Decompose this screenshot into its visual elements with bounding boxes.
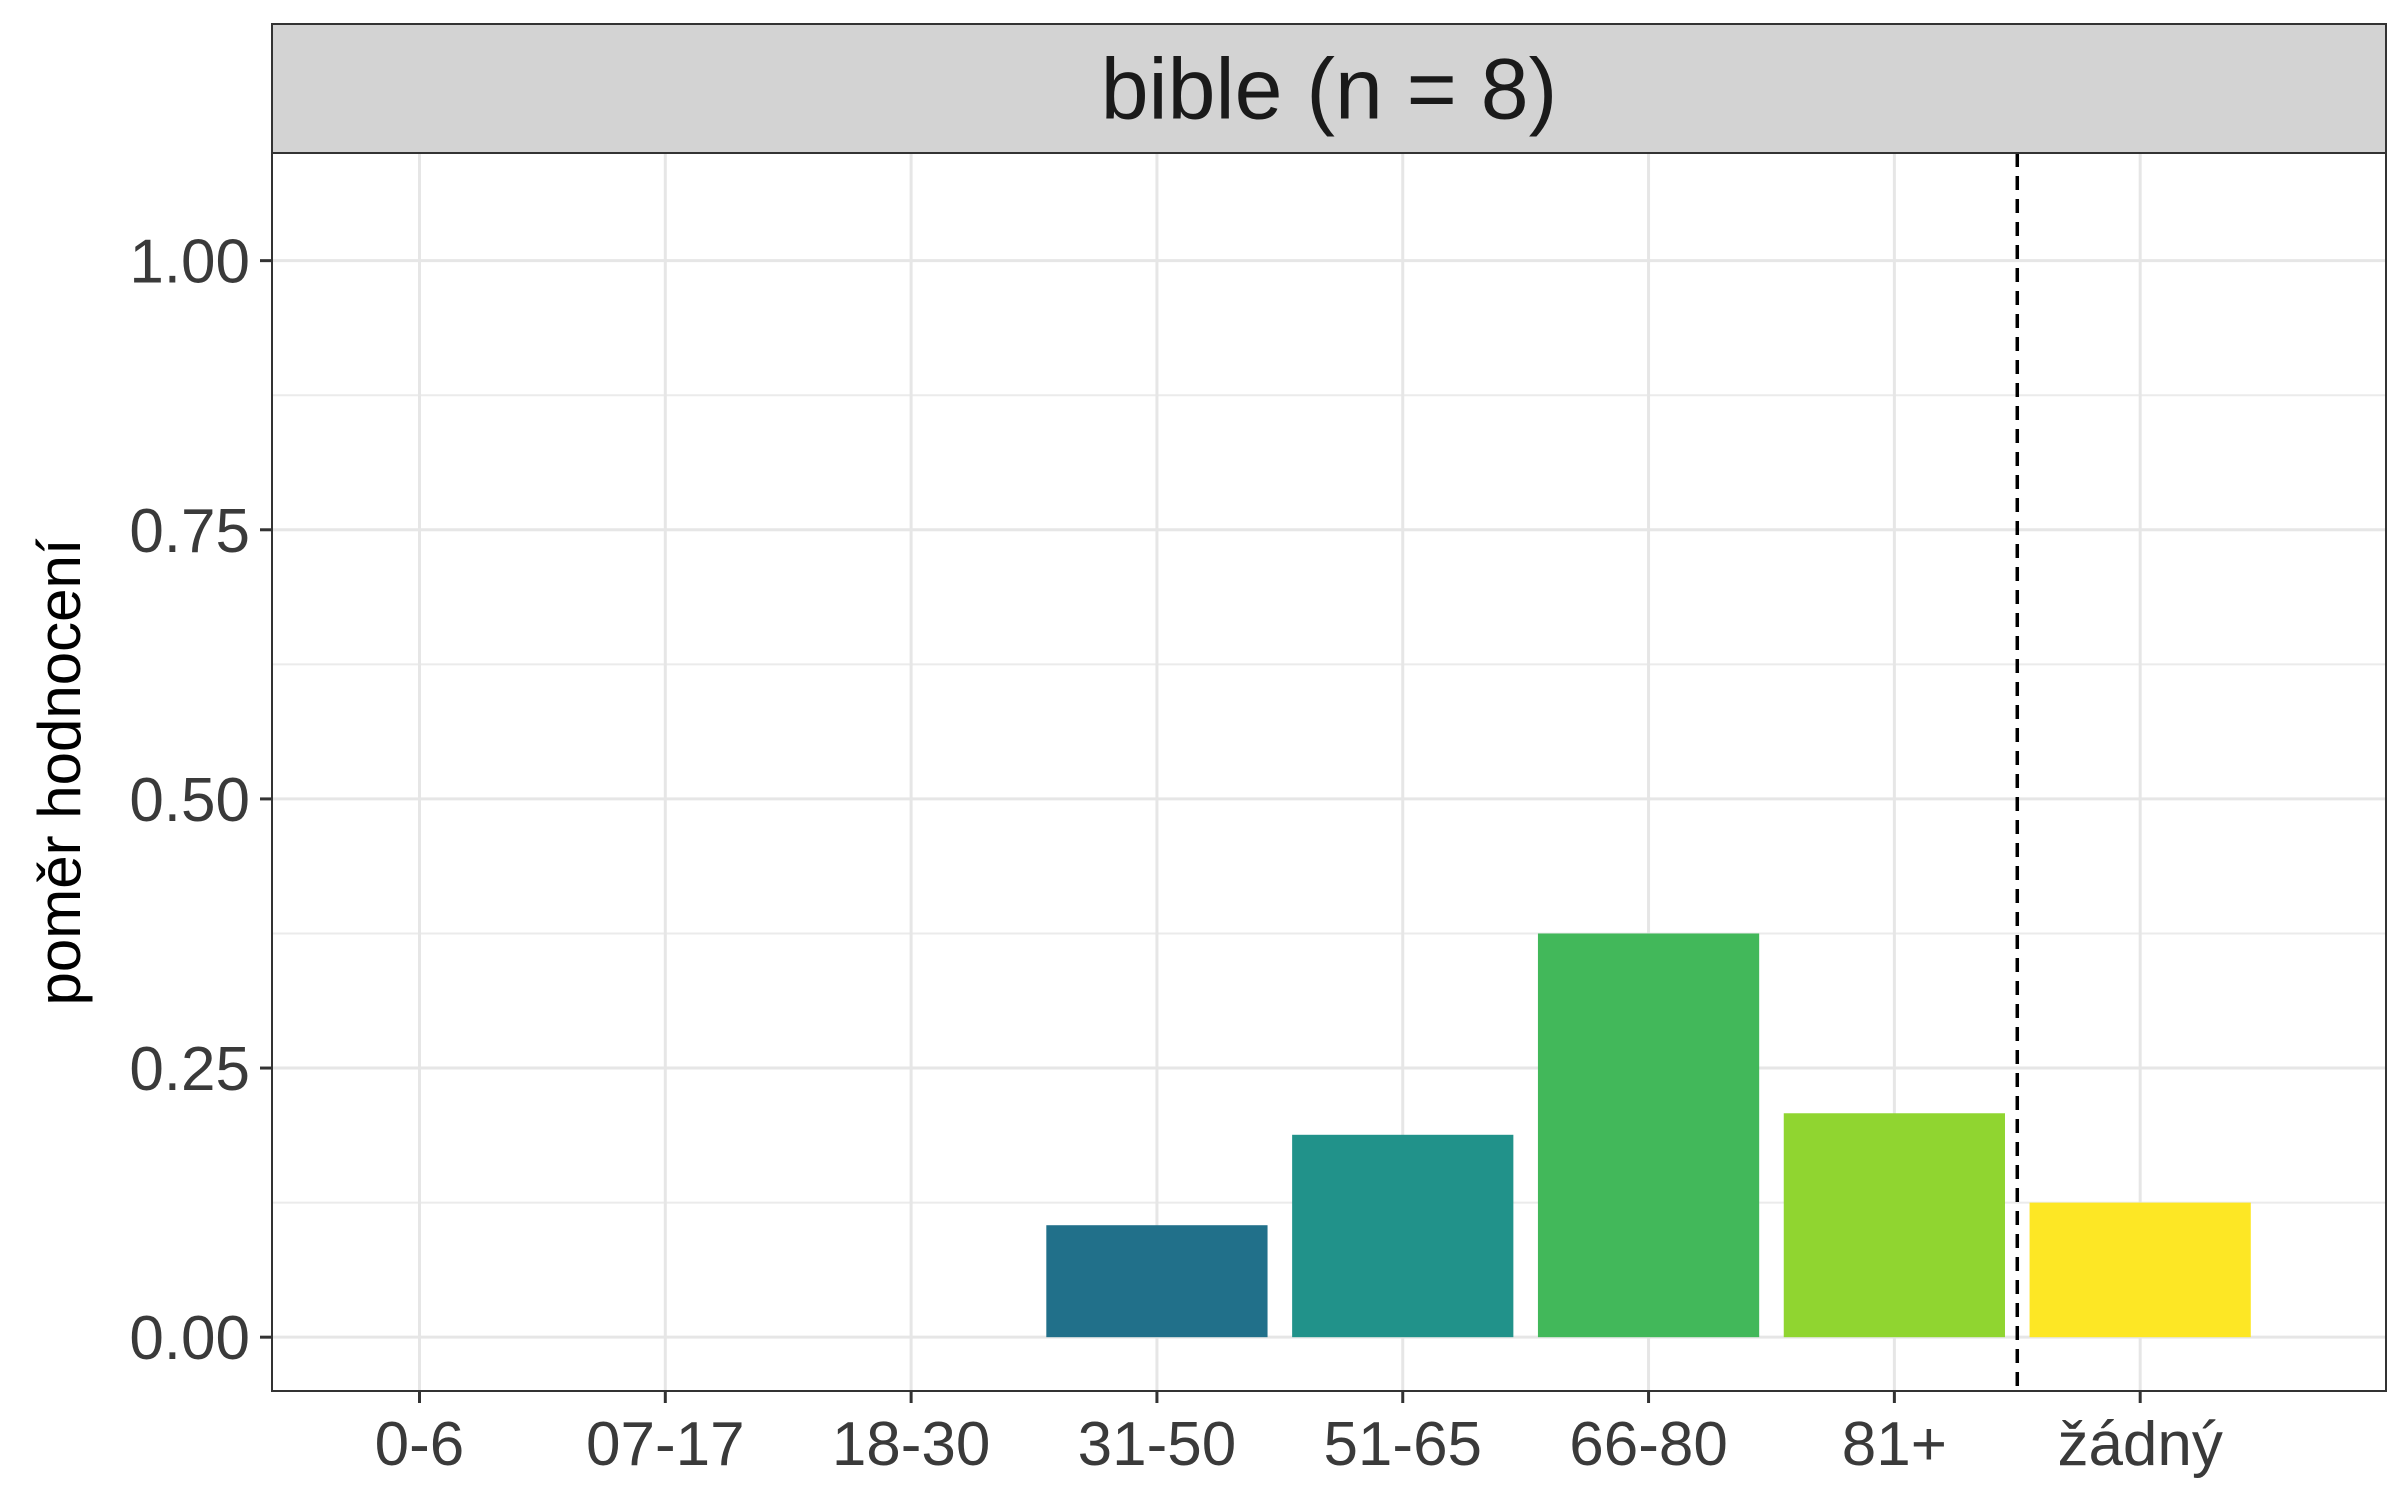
bar [1046,1225,1268,1338]
facet-strip: bible (n = 8) [271,23,2387,154]
y-tick-label: 0.25 [129,1035,250,1104]
x-tick-label: 18-30 [832,1410,991,1479]
x-tick-label: 07-17 [586,1410,745,1479]
bar [1783,1113,2005,1338]
y-tick-label: 1.00 [129,228,250,297]
chart-title: bible (n = 8) [1101,42,1558,138]
bar [1292,1134,1514,1338]
x-tick-label: žádný [2057,1410,2222,1479]
bar [2029,1202,2251,1338]
y-axis-title: poměr hodnocení [26,538,93,1005]
x-tick-label: 51-65 [1323,1410,1482,1479]
y-tick-label: 0.75 [129,497,250,566]
x-tick-label: 81+ [1842,1410,1947,1479]
x-axis: 0-6 07-17 18-30 31-50 51-65 66-80 81+ žádný [375,1391,2223,1479]
y-tick-label: 0.00 [129,1304,250,1373]
x-tick-label: 66-80 [1569,1410,1728,1479]
y-axis: 0.00 0.25 0.50 0.75 1.00 [129,228,272,1373]
x-tick-label: 0-6 [375,1410,465,1479]
y-tick-label: 0.50 [129,766,250,835]
bars [1046,933,2251,1338]
x-tick-label: 31-50 [1078,1410,1237,1479]
grid-major [272,153,2386,1391]
bar [1537,933,1760,1338]
facet-strip-background [271,23,2387,154]
